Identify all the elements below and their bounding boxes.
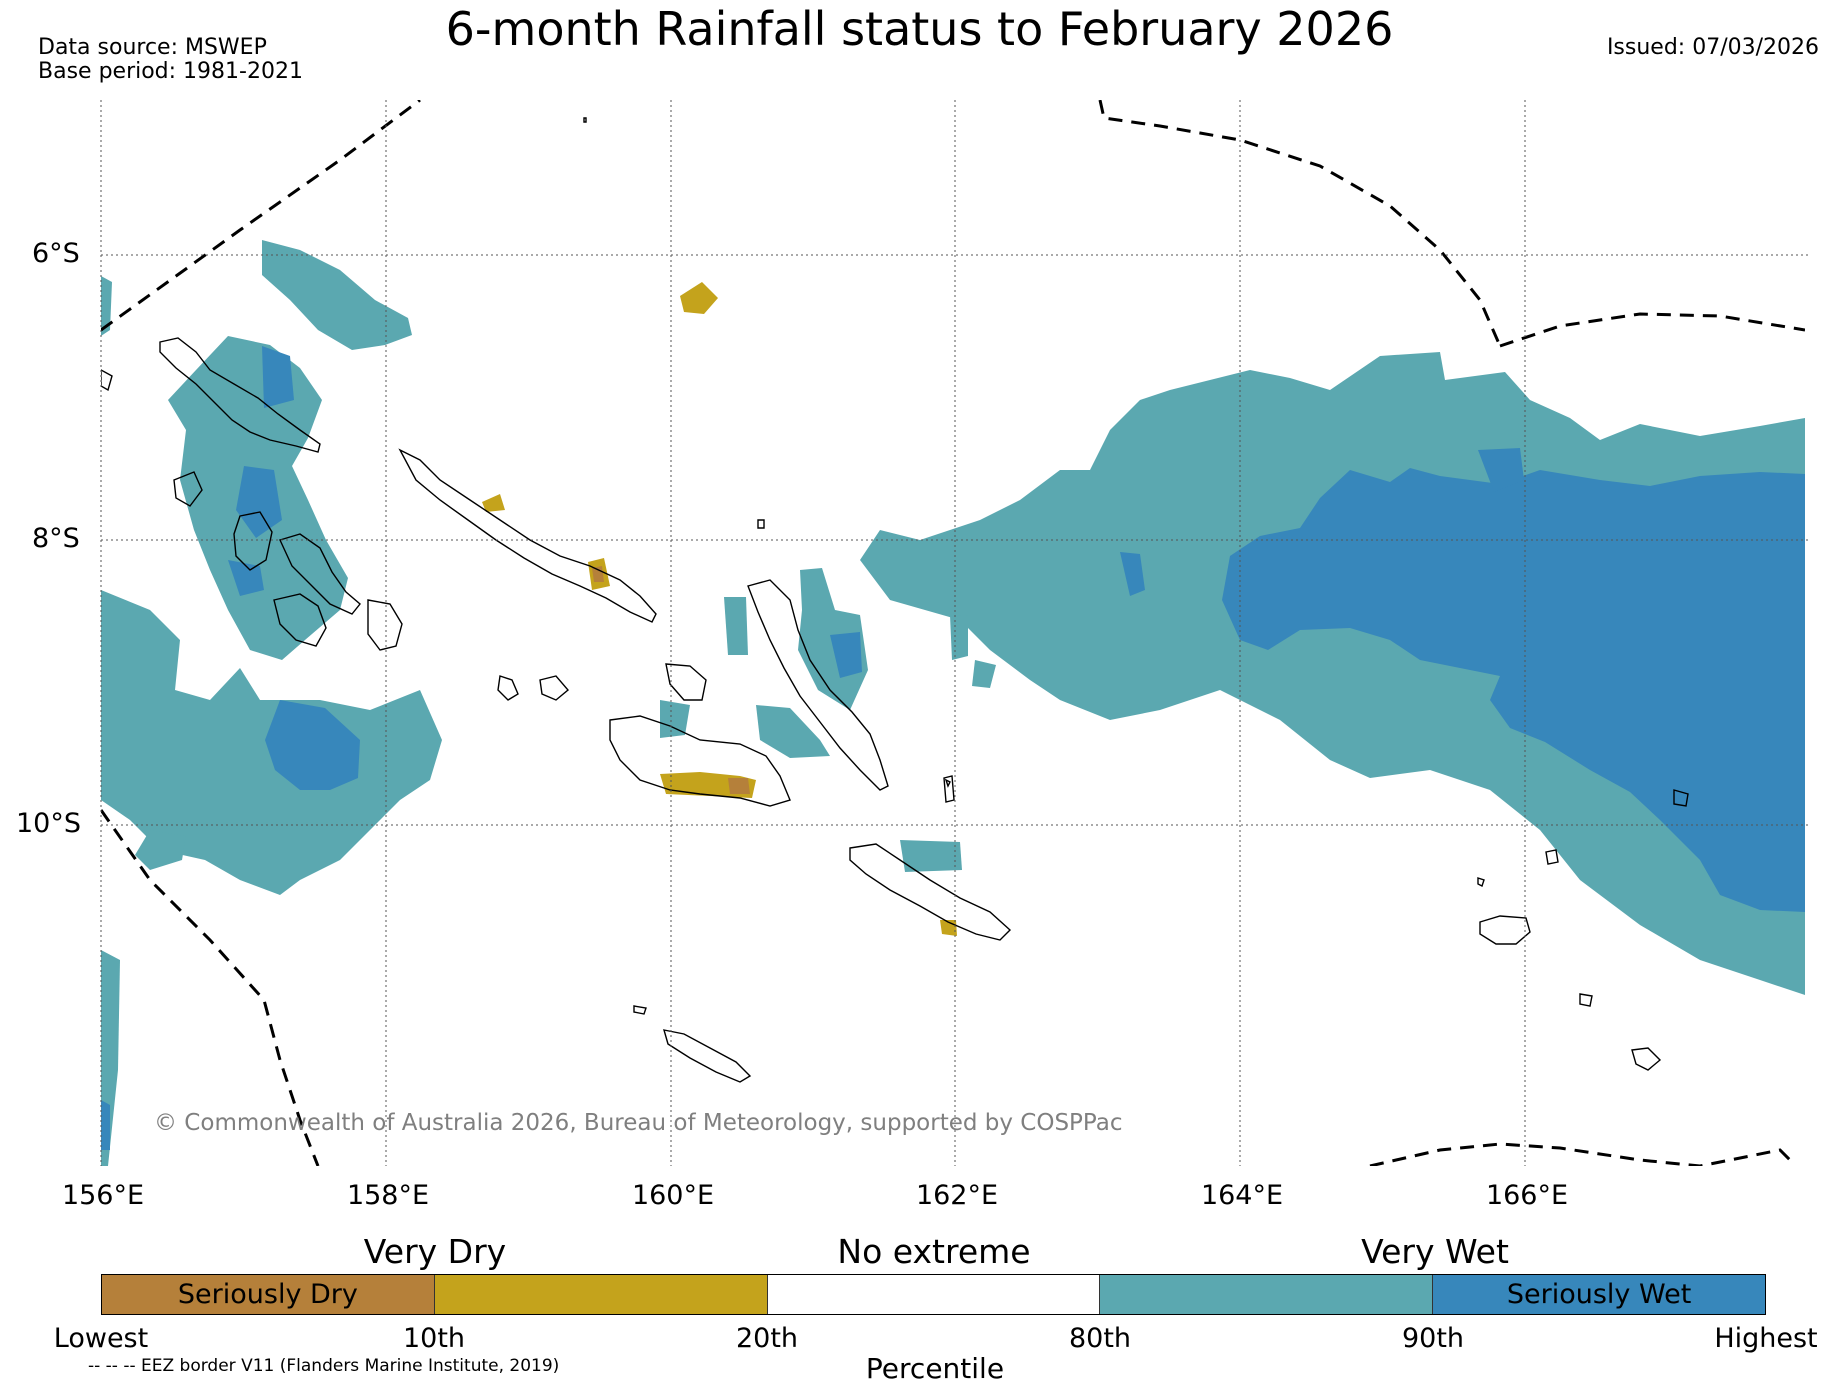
rainfall-map xyxy=(100,100,1810,1166)
wet-area-islet-a xyxy=(950,615,968,660)
legend-tick-80th: 80th xyxy=(1068,1323,1132,1354)
coast-bellona xyxy=(633,1005,647,1015)
coast-small-2 xyxy=(583,117,587,123)
coast-tikopia xyxy=(1477,877,1485,887)
legend-tick-highest: Highest xyxy=(1714,1323,1818,1354)
wet-area-central-strip xyxy=(756,705,830,758)
coast-rennell xyxy=(663,1029,752,1083)
coast-choiseul xyxy=(398,448,657,623)
coast-santa-cruz xyxy=(1479,915,1531,945)
eez-border-south-east xyxy=(1369,1142,1792,1166)
legend-header-very-wet: Very Wet xyxy=(1361,1232,1509,1271)
wet-area-south-islet xyxy=(135,830,186,870)
coast-small-1 xyxy=(101,369,113,392)
very-wet-islet xyxy=(1120,552,1145,596)
very-wet-south-west xyxy=(265,700,360,790)
very-wet-core-upper xyxy=(1478,448,1524,492)
base-period: Base period: 1981-2021 xyxy=(38,59,303,84)
very-wet-west-edge xyxy=(101,1100,110,1150)
seriously-dry-regions xyxy=(592,566,750,794)
coast-small-3 xyxy=(757,519,765,529)
coastlines xyxy=(101,117,1689,1083)
eez-border-note: -- -- -- EEZ border V11 (Flanders Marine… xyxy=(88,1356,560,1376)
coast-ontong-java xyxy=(497,675,519,701)
eez-border-east-arc xyxy=(1499,312,1805,348)
legend-segment-seriously-wet: Seriously Wet xyxy=(1432,1275,1765,1314)
lon-label-156e: 156°E xyxy=(61,1180,145,1211)
wet-area-west-edge-high xyxy=(101,276,112,336)
legend-tick-90th: 90th xyxy=(1401,1323,1465,1354)
legend-colorbar: Seriously Dry Seriously Wet xyxy=(101,1274,1766,1315)
issued-date: Issued: 07/03/2026 xyxy=(1606,35,1819,60)
very-wet-malaita xyxy=(830,632,862,678)
coast-rendova xyxy=(367,599,403,651)
lon-label-160e: 160°E xyxy=(631,1180,715,1211)
coast-san-cristobal xyxy=(849,843,1012,941)
map-title: 6-month Rainfall status to February 2026 xyxy=(445,2,1394,56)
very-wet-core-east xyxy=(1222,468,1805,912)
legend-segment-no-extreme xyxy=(766,1275,1100,1314)
coast-new-georgia-c xyxy=(273,593,327,647)
dry-area-north xyxy=(680,282,718,314)
seriously-wet-regions xyxy=(101,346,1805,1150)
lon-label-164e: 164°E xyxy=(1200,1180,1284,1211)
coast-guadalcanal xyxy=(609,715,791,807)
coast-malaita-islet xyxy=(539,675,569,701)
wet-area-islet-b xyxy=(972,660,996,688)
seriously-dry-choiseul xyxy=(592,566,604,582)
coast-malaita xyxy=(943,775,955,803)
eez-border-north-east xyxy=(1098,100,1502,347)
eez-border-north-west xyxy=(101,100,421,332)
legend-segment-very-wet xyxy=(1099,1275,1433,1314)
coast-bougainville xyxy=(159,337,321,453)
legend-header-very-dry: Very Dry xyxy=(363,1232,507,1271)
data-source: Data source: MSWEP xyxy=(38,35,267,60)
very-wet-west-a xyxy=(262,346,294,408)
coast-isabel xyxy=(747,579,889,791)
coast-reef-islands xyxy=(1673,789,1689,807)
eez-borders xyxy=(101,100,1805,1166)
coast-florida-islands xyxy=(665,663,707,701)
seriously-dry-guadalcanal xyxy=(728,778,750,794)
legend-segment-very-dry xyxy=(433,1275,767,1314)
lon-label-162e: 162°E xyxy=(915,1180,999,1211)
wet-area-north-west xyxy=(262,240,412,350)
coast-new-georgia-a xyxy=(233,511,273,571)
wet-area-makira xyxy=(660,700,690,738)
coast-new-georgia-b xyxy=(279,533,361,615)
coast-small-4 xyxy=(944,778,951,788)
legend-tick-20th: 20th xyxy=(735,1323,799,1354)
lon-label-158e: 158°E xyxy=(346,1180,430,1211)
eez-border-south-west xyxy=(101,809,320,1166)
legend-tick-10th: 10th xyxy=(402,1323,466,1354)
very-dry-regions xyxy=(482,282,957,936)
lon-label-166e: 166°E xyxy=(1485,1180,1569,1211)
legend-segment-seriously-dry: Seriously Dry xyxy=(102,1275,434,1314)
wet-area-isabel-islet xyxy=(724,597,748,655)
coast-vanikoro xyxy=(1631,1047,1662,1071)
very-wet-west-b xyxy=(236,466,282,538)
very-wet-west-c xyxy=(228,560,264,596)
lat-label-10s: 10°S xyxy=(16,808,81,839)
legend-header-no-extreme: No extreme xyxy=(837,1232,1031,1271)
legend-axis-label: Percentile xyxy=(865,1352,1005,1385)
wet-area-rennell xyxy=(900,840,962,872)
copyright-notice: © Commonwealth of Australia 2026, Bureau… xyxy=(154,1110,1123,1136)
coast-utupua xyxy=(1579,993,1593,1007)
lat-label-6s: 6°S xyxy=(32,238,80,269)
coast-shortland xyxy=(173,471,203,507)
dry-area-isabel xyxy=(482,494,505,512)
lat-label-8s: 8°S xyxy=(32,523,80,554)
coast-duff xyxy=(1545,849,1559,865)
legend-tick-lowest: Lowest xyxy=(53,1323,149,1354)
